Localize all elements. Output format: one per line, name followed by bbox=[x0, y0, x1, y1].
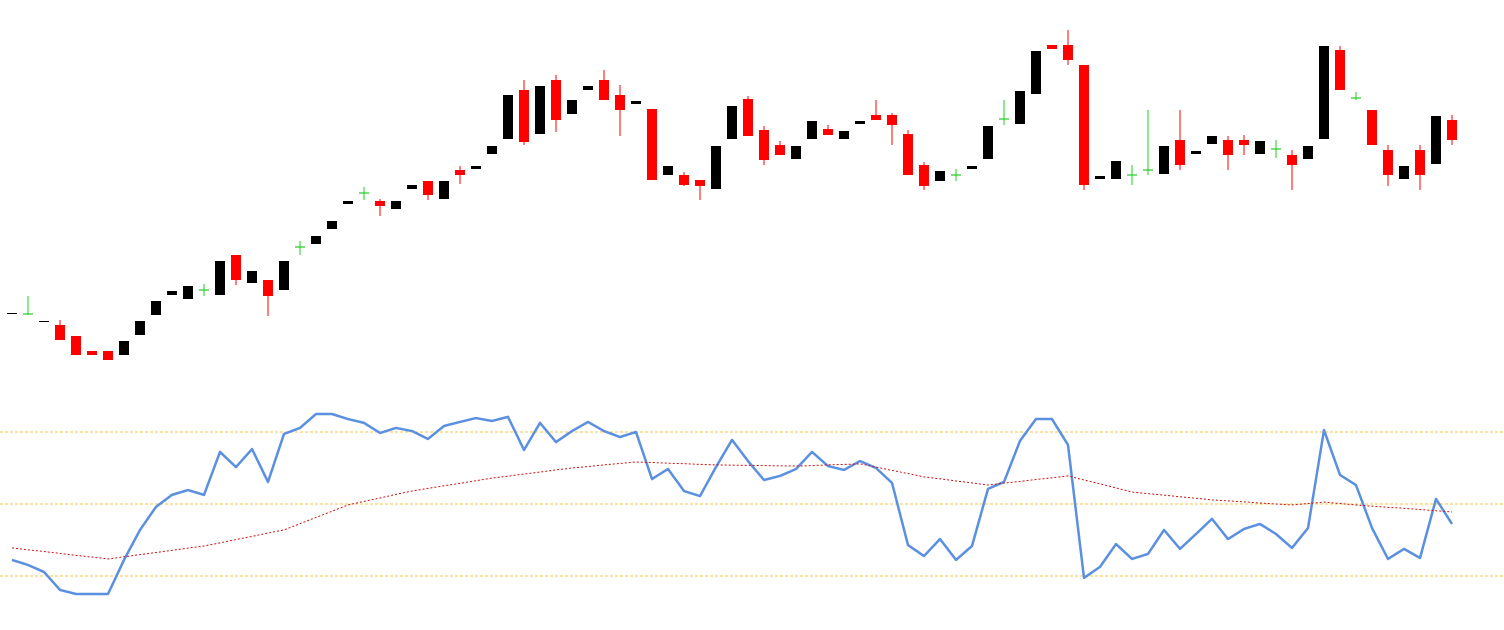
candle-body bbox=[439, 181, 449, 199]
candle-body bbox=[903, 134, 913, 175]
candle-body bbox=[551, 80, 561, 120]
candle-body bbox=[71, 336, 81, 355]
candle-body bbox=[855, 121, 865, 124]
candle-body bbox=[1415, 150, 1425, 175]
candle-body bbox=[711, 146, 721, 189]
candle-body bbox=[695, 180, 705, 186]
candle-body bbox=[1319, 46, 1329, 139]
candle-body bbox=[679, 175, 689, 185]
candle-body bbox=[455, 170, 465, 175]
candle-body bbox=[1015, 91, 1025, 124]
candle-body bbox=[871, 115, 881, 120]
candle-body bbox=[231, 255, 241, 280]
candle-body bbox=[279, 261, 289, 290]
candle-body bbox=[55, 325, 65, 340]
candle-body bbox=[87, 351, 97, 355]
oscillator-line bbox=[11, 412, 1454, 596]
candle-body bbox=[583, 86, 593, 90]
candle-body bbox=[247, 271, 257, 283]
candle-body bbox=[1063, 45, 1073, 60]
candle-body bbox=[983, 126, 993, 159]
candle-body bbox=[503, 95, 513, 139]
candle-body bbox=[1303, 146, 1313, 159]
candle-body bbox=[1111, 161, 1121, 179]
candle-body bbox=[1031, 51, 1041, 94]
candle-body bbox=[647, 109, 657, 180]
candle-body bbox=[599, 80, 609, 100]
candle-body bbox=[1399, 166, 1409, 179]
candle-body bbox=[423, 181, 433, 195]
candle-body bbox=[935, 171, 945, 181]
candle-body bbox=[663, 166, 673, 175]
candle-body bbox=[1239, 140, 1249, 145]
candle-body bbox=[727, 106, 737, 139]
candle-body bbox=[167, 291, 177, 295]
candle-body bbox=[823, 129, 833, 135]
candle-body bbox=[407, 185, 417, 189]
candle-body bbox=[1047, 45, 1057, 49]
candle-body bbox=[1383, 150, 1393, 175]
candle-body bbox=[7, 313, 17, 314]
candle-body bbox=[1447, 120, 1457, 140]
candle-body bbox=[1431, 116, 1441, 164]
candle-body bbox=[1367, 110, 1377, 145]
candle-body bbox=[119, 341, 129, 355]
candle-body bbox=[919, 165, 929, 186]
candle-body bbox=[343, 201, 353, 204]
candle-body bbox=[103, 351, 113, 360]
candle-body bbox=[1255, 141, 1265, 154]
candle-body bbox=[1287, 155, 1297, 165]
candle-body bbox=[135, 321, 145, 335]
candle-body bbox=[615, 95, 625, 110]
candle-body bbox=[839, 131, 849, 139]
candle-body bbox=[1335, 50, 1345, 90]
candle-body bbox=[183, 286, 193, 299]
candle-body bbox=[519, 90, 529, 142]
candle-body bbox=[327, 221, 337, 229]
candle-body bbox=[887, 115, 897, 125]
candle-body bbox=[375, 201, 385, 206]
candle-body bbox=[1191, 151, 1201, 154]
candle-body bbox=[311, 236, 321, 244]
candle-body bbox=[967, 166, 977, 169]
candle-body bbox=[487, 146, 497, 154]
candle-body bbox=[215, 261, 225, 295]
candle-body bbox=[775, 145, 785, 155]
candle-body bbox=[1207, 136, 1217, 144]
candle-body bbox=[759, 130, 769, 160]
candle-body bbox=[807, 121, 817, 139]
candle-body bbox=[1095, 176, 1105, 179]
candle-body bbox=[791, 146, 801, 159]
candle-body bbox=[1159, 146, 1169, 174]
candle-body bbox=[743, 99, 753, 136]
candle-body bbox=[1175, 140, 1185, 165]
candle-body bbox=[391, 201, 401, 209]
candle-body bbox=[471, 166, 481, 169]
signal-line bbox=[11, 461, 1453, 560]
candle-body bbox=[535, 86, 545, 134]
candle-body bbox=[263, 280, 273, 296]
candle-body bbox=[1223, 140, 1233, 155]
candle-body bbox=[151, 301, 161, 315]
candle-body bbox=[631, 101, 641, 104]
candle-body bbox=[39, 321, 49, 322]
candle-body bbox=[1079, 65, 1089, 185]
candle-body bbox=[567, 100, 577, 114]
